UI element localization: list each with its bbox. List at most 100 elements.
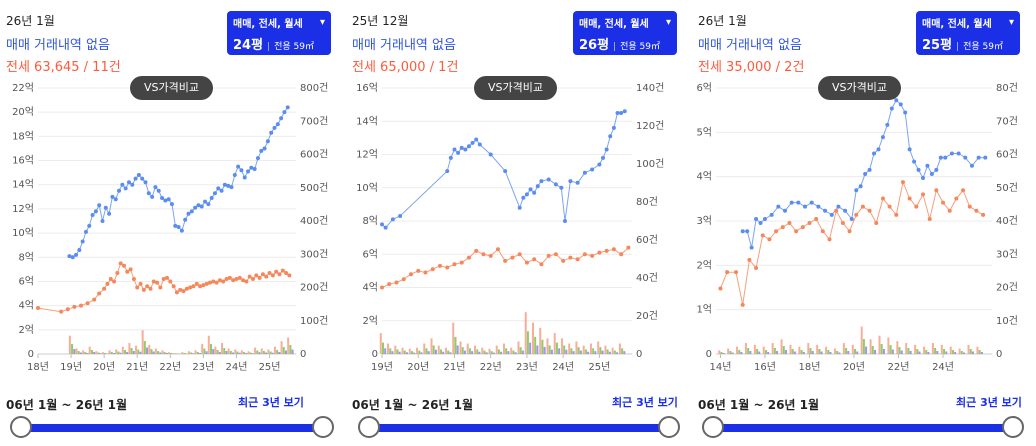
y2-tick-label: 20건 [636,310,658,322]
sale-data-point [983,155,988,160]
y2-tick-label: 40건 [996,215,1018,227]
sale-data-point [123,186,128,191]
volume-bar [604,345,607,354]
sale-data-point [153,185,158,190]
jeonse-data-point [102,286,107,291]
y-tick-label: 8억 [362,215,378,227]
volume-bar [865,346,868,354]
volume-bar [86,353,89,354]
volume-bar [560,338,563,354]
volume-bar [445,347,448,354]
jeonse-data-point [488,253,493,258]
volume-bar [221,343,224,354]
volume-bar [405,352,408,354]
volume-bar [589,343,592,354]
jeonse-data-point [740,302,745,307]
range-slider-start-handle[interactable] [702,416,724,438]
sale-data-point [863,171,868,176]
volume-bar [439,349,442,354]
y-tick-label: 5억 [696,126,712,138]
volume-bar [139,351,142,354]
date-range-label: 06년 1월 ~ 26년 1월 [6,398,128,412]
volume-bar [485,352,488,354]
volume-bar [427,351,430,354]
recent-3-years-link[interactable]: 최근 3년 보기 [956,396,1022,409]
volume-bar [601,350,604,354]
volume-bar [447,350,450,354]
y2-tick-label: 100건 [636,158,664,170]
volume-bar [940,344,943,354]
jeonse-data-point [264,274,269,279]
sale-data-point [100,219,105,223]
volume-bar [71,344,74,354]
range-slider-end-handle[interactable] [1002,416,1024,438]
volume-bar [510,347,513,354]
range-slider-end-handle[interactable] [658,416,680,438]
volume-bar [471,351,474,354]
y-tick-label: 2억 [362,315,378,327]
vs-compare-button[interactable]: VS가격비교 [818,76,901,100]
volume-bar [466,343,469,354]
range-slider-end-handle[interactable] [312,416,334,438]
sale-data-point [582,170,587,175]
vs-compare-button[interactable]: VS가격비교 [474,76,557,100]
volume-bar [764,350,767,354]
jeonse-data-point [408,272,413,277]
volume-bar [456,345,459,354]
volume-bar [262,351,265,354]
price-chart: 0 2억 4억 6억 8억 10억 12억 14억 16억 18억 20억 22억 0 100건 200건 3… [12,82,328,373]
range-slider-track[interactable] [368,424,670,432]
volume-bar [130,348,133,354]
jeonse-data-point [234,277,239,282]
sale-data-point [222,182,227,187]
range-slider-start-handle[interactable] [358,416,380,438]
volume-bar [214,346,217,354]
range-slider-start-handle[interactable] [10,416,32,438]
sale-data-point [903,110,908,115]
jeonse-data-point [237,275,242,280]
sale-data-point [894,98,899,103]
sale-data-point [156,188,161,193]
jeonse-data-point [201,283,206,288]
y2-tick-label: 500건 [300,182,328,194]
filter-dropdown-button[interactable]: 매매, 전세, 월세 ▾ 26평 | 전용 59㎡ [573,11,677,55]
volume-bar [382,342,384,354]
volume-bar [442,351,445,354]
volume-bar [925,350,928,354]
volume-bar [914,344,917,354]
sale-data-point [539,179,544,184]
sale-data-point [796,200,801,205]
divider: | [956,42,960,52]
jeonse-data-point [539,262,544,267]
filter-dropdown-button[interactable]: 매매, 전세, 월세 ▾ 25평 | 전용 59㎡ [916,11,1020,55]
divider: | [267,42,271,52]
volume-bar [95,351,98,354]
sale-data-point [272,125,277,130]
volume-bar [820,351,823,354]
jeonse-data-point [947,208,952,213]
volume-bar [943,349,946,354]
volume-bar [579,350,582,354]
filter-dropdown-button[interactable]: 매매, 전세, 월세 ▾ 24평 | 전용 59㎡ [227,11,331,55]
volume-bar [845,348,848,354]
range-slider-track[interactable] [20,424,322,432]
volume-bar [531,322,534,354]
volume-bar [276,350,279,354]
recent-3-years-link[interactable]: 최근 3년 보기 [238,396,304,409]
jeonse-data-point [184,286,189,291]
sale-data-point [150,194,155,199]
volume-bar [260,348,263,354]
range-slider-track[interactable] [712,424,1012,432]
vs-compare-button[interactable]: VS가격비교 [130,76,213,100]
x-tick-label: 16년 [754,361,776,373]
sale-data-point [242,175,247,180]
jeonse-data-point [834,208,839,213]
sale-data-point [70,255,75,260]
recent-3-years-link[interactable]: 최근 3년 보기 [612,396,678,409]
volume-bar [478,351,481,354]
volume-bar [389,348,392,354]
volume-bar [534,336,537,354]
volume-bar [539,327,542,354]
volume-bar [577,347,580,354]
volume-bar [280,341,283,354]
